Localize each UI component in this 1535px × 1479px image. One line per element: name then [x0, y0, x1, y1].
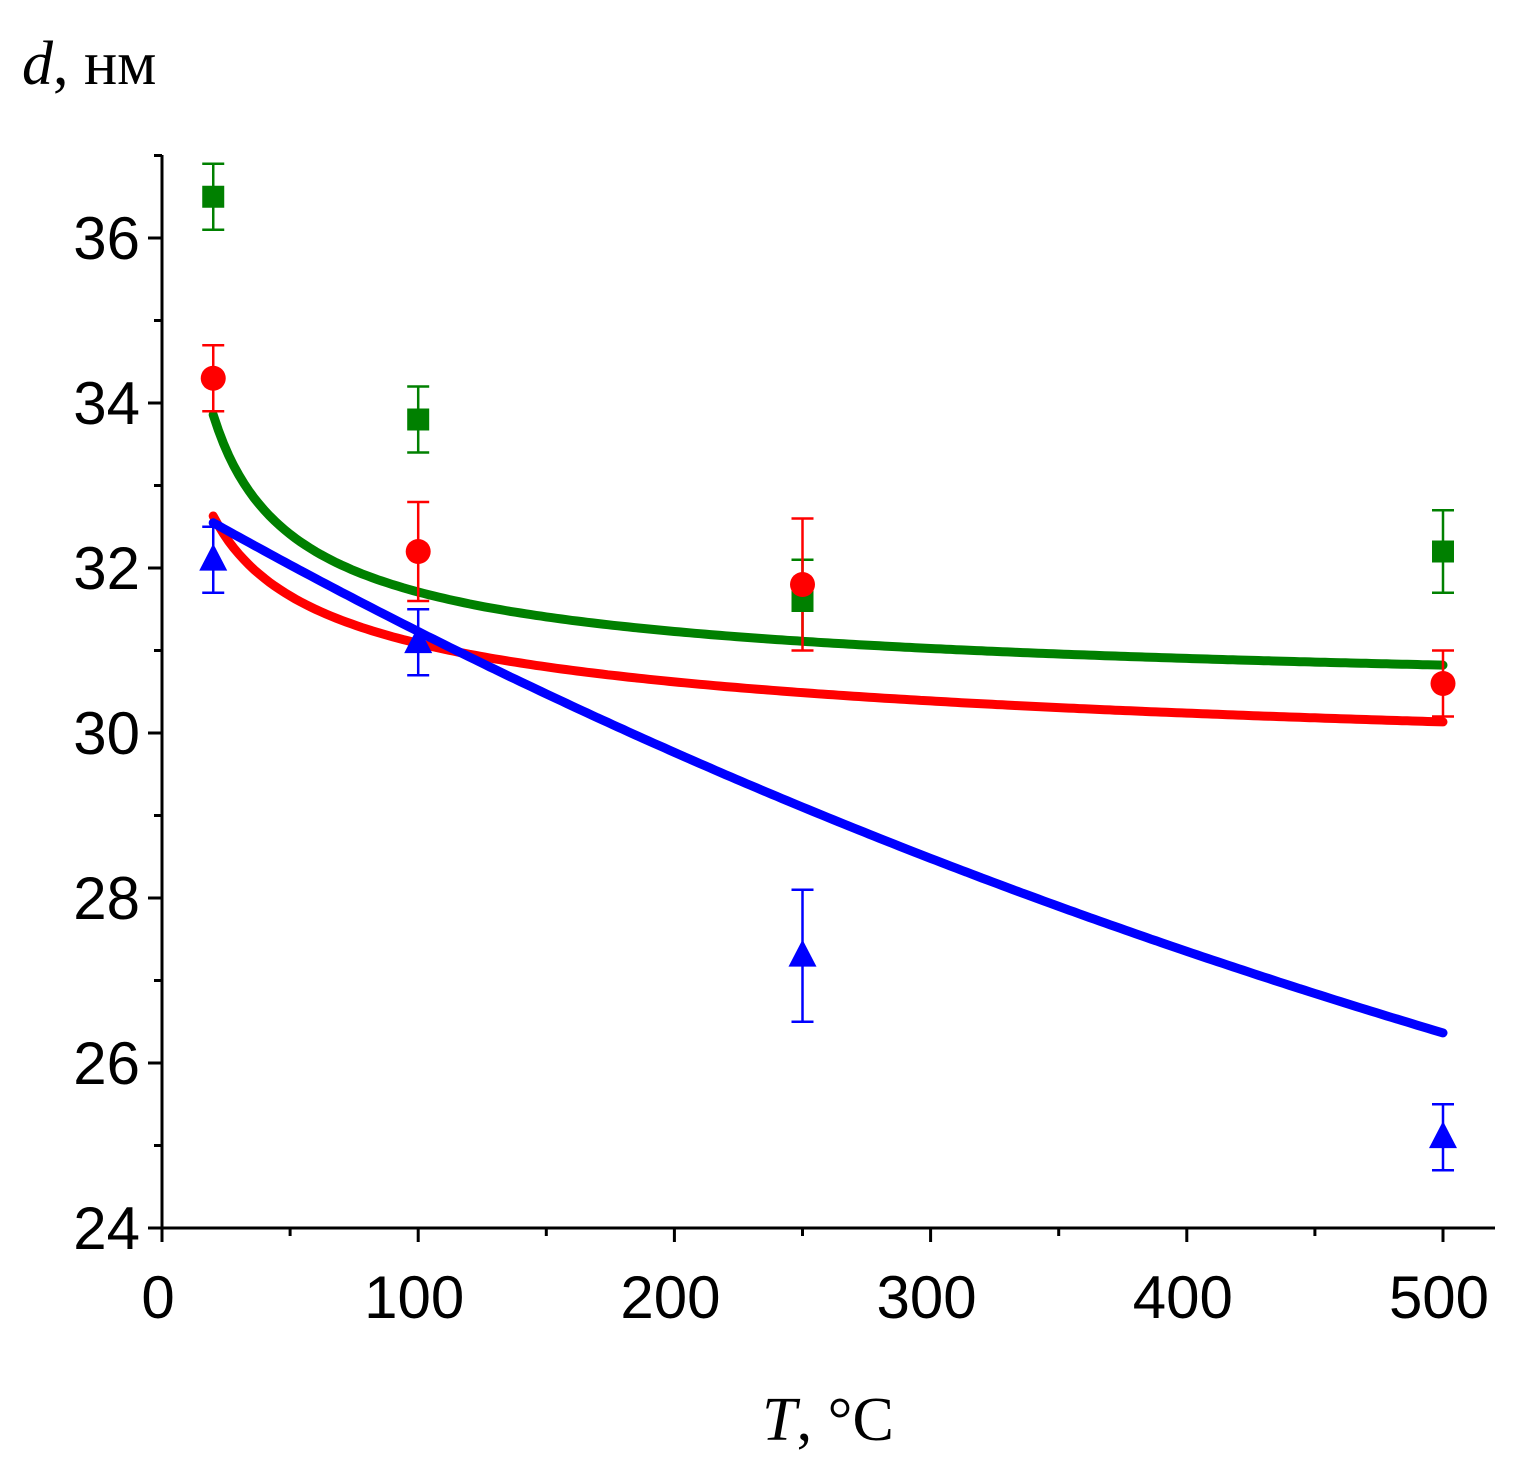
y-axis-variable: d [22, 30, 54, 98]
marker-square [1432, 540, 1454, 563]
x-axis-unit: , °C [797, 1386, 894, 1454]
x-axis-variable: T [762, 1386, 801, 1454]
x-tick-label: 400 [1133, 1264, 1233, 1331]
y-axis-title: d, нм [22, 30, 156, 98]
x-axis-title: T, °C [762, 1386, 894, 1454]
marker-circle [200, 365, 226, 391]
marker-square [202, 185, 225, 208]
y-tick-label: 32 [73, 535, 140, 602]
y-tick-label: 24 [73, 1195, 140, 1262]
y-tick-label: 26 [73, 1030, 140, 1097]
x-tick-label: 200 [620, 1264, 720, 1331]
marker-circle [1430, 671, 1456, 696]
y-tick-label: 34 [73, 370, 140, 437]
marker-triangle [1429, 1121, 1457, 1149]
error-bars [202, 162, 1454, 1172]
y-axis-unit: , нм [53, 30, 156, 98]
fit-curve-square [208, 410, 1448, 670]
data-markers [199, 185, 1457, 1149]
x-tick-label: 0 [141, 1264, 174, 1331]
axes [148, 154, 1495, 1242]
x-tick-label: 100 [364, 1264, 464, 1331]
fit-curve-triangle [208, 518, 1448, 1038]
marker-circle [405, 539, 431, 564]
y-tick-label: 30 [73, 700, 140, 767]
marker-square [407, 408, 430, 431]
marker-circle [790, 572, 815, 597]
x-tick-label: 500 [1389, 1264, 1489, 1331]
marker-triangle [199, 543, 228, 571]
x-tick-label: 300 [877, 1264, 977, 1331]
y-tick-label: 28 [73, 865, 140, 932]
marker-triangle [788, 939, 817, 967]
marker-triangle [404, 626, 433, 654]
y-tick-label: 36 [73, 205, 140, 272]
fit-curves [208, 410, 1448, 1038]
tick-labels: 24 26 28 30 32 34 36 0 100 200 300 400 500 [73, 205, 1489, 1331]
